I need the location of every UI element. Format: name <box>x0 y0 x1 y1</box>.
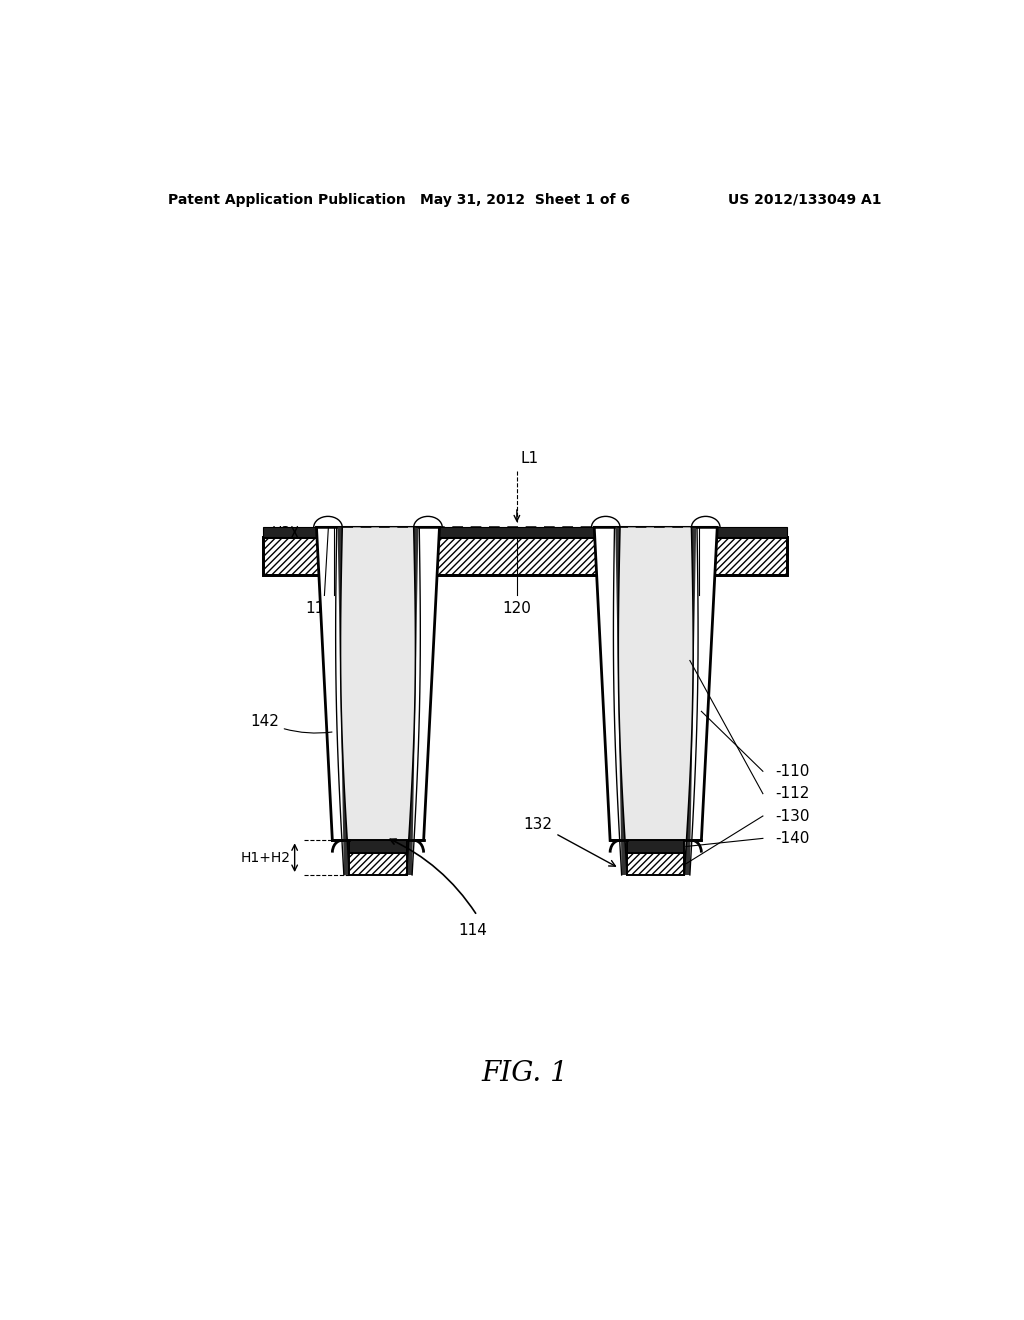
Text: 144: 144 <box>685 601 714 615</box>
Text: -110: -110 <box>775 764 809 779</box>
Text: H1+H2: H1+H2 <box>241 850 291 865</box>
Bar <box>349 853 407 875</box>
Text: -112: -112 <box>775 787 809 801</box>
Polygon shape <box>338 528 349 875</box>
Bar <box>263 528 786 536</box>
Text: 110a: 110a <box>305 601 343 615</box>
Text: 142: 142 <box>250 714 332 733</box>
Text: H3: H3 <box>271 525 291 539</box>
Text: FIG. 1: FIG. 1 <box>481 1060 568 1086</box>
Text: 132: 132 <box>523 817 615 866</box>
Text: Patent Application Publication: Patent Application Publication <box>168 193 406 207</box>
Text: 114: 114 <box>459 923 487 937</box>
Text: L1: L1 <box>521 451 539 466</box>
Text: 120: 120 <box>503 601 531 615</box>
Polygon shape <box>407 528 419 875</box>
Bar <box>263 536 786 576</box>
Text: -140: -140 <box>775 830 809 846</box>
Polygon shape <box>316 528 439 841</box>
Text: 144: 144 <box>319 601 349 615</box>
Bar <box>627 853 684 875</box>
Polygon shape <box>615 528 627 875</box>
Polygon shape <box>684 528 696 875</box>
Text: -130: -130 <box>775 809 809 824</box>
Bar <box>627 841 684 853</box>
Polygon shape <box>618 528 693 875</box>
Polygon shape <box>594 528 717 841</box>
Bar <box>349 841 407 853</box>
Polygon shape <box>341 528 416 875</box>
Bar <box>263 536 786 576</box>
Text: US 2012/133049 A1: US 2012/133049 A1 <box>728 193 882 207</box>
Text: May 31, 2012  Sheet 1 of 6: May 31, 2012 Sheet 1 of 6 <box>420 193 630 207</box>
